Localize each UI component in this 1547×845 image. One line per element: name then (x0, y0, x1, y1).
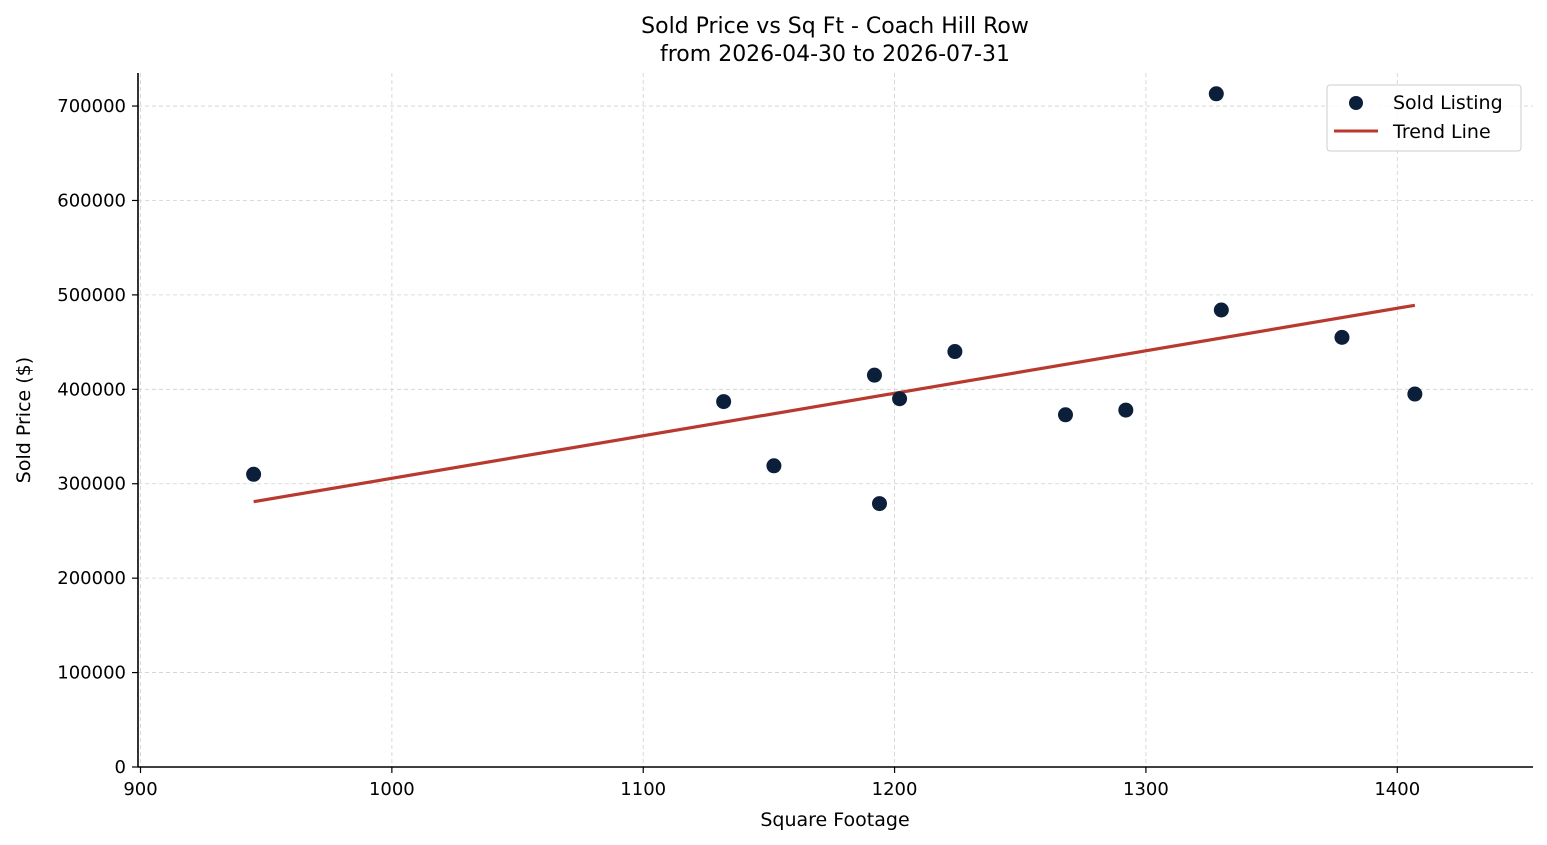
chart-subtitle: from 2026-04-30 to 2026-07-31 (660, 42, 1010, 67)
sold-listing-point (871, 496, 887, 512)
y-tick-label: 600000 (57, 190, 126, 211)
scatter-points (246, 86, 1423, 512)
y-tick-label: 0 (115, 757, 126, 778)
trend-line (253, 303, 1416, 504)
y-tick-label: 300000 (57, 474, 126, 495)
y-tick-label: 400000 (57, 379, 126, 400)
legend-frame (1326, 84, 1522, 152)
x-axis-label: Square Footage (760, 809, 909, 831)
sold-listing-point (1208, 86, 1224, 102)
sold-listing-point (1407, 386, 1423, 402)
sold-listing-point (246, 466, 262, 482)
y-tick-label: 500000 (57, 285, 126, 306)
chart-title: Sold Price vs Sq Ft - Coach Hill Row (641, 14, 1029, 39)
y-tick-label: 100000 (57, 663, 126, 684)
legend-label-trend-line: Trend Line (1392, 121, 1491, 143)
legend-marker-sold-listing (1349, 96, 1363, 110)
x-tick-label: 1300 (1123, 779, 1169, 800)
legend-label-sold-listing: Sold Listing (1393, 92, 1503, 114)
sold-listing-point (1057, 407, 1073, 423)
sold-listing-point (1334, 329, 1350, 345)
x-tick-label: 1200 (872, 779, 918, 800)
sold-listing-point (866, 367, 882, 383)
x-tick-label: 1000 (369, 779, 415, 800)
trend-line-layer (253, 303, 1416, 504)
x-tick-label: 900 (123, 779, 157, 800)
sold-listing-point (766, 458, 782, 474)
x-tick-label: 1400 (1374, 779, 1420, 800)
legend: Sold Listing Trend Line (1326, 84, 1522, 152)
y-tick-label: 200000 (57, 568, 126, 589)
x-tick-label: 1100 (620, 779, 666, 800)
y-tick-label: 700000 (57, 96, 126, 117)
sold-listing-point (1213, 302, 1229, 318)
sold-listing-point (1118, 402, 1134, 418)
y-axis-label: Sold Price ($) (13, 357, 35, 483)
y-axis-ticks: 0 100000 200000 300000 400000 500000 600000 700… (57, 96, 138, 778)
sold-listing-point (947, 344, 963, 360)
grid-lines (138, 73, 1533, 768)
sold-listing-point (892, 391, 908, 407)
sold-listing-point (716, 394, 732, 410)
x-axis-ticks: 900 1000 1100 1200 1300 1400 (123, 767, 1420, 800)
